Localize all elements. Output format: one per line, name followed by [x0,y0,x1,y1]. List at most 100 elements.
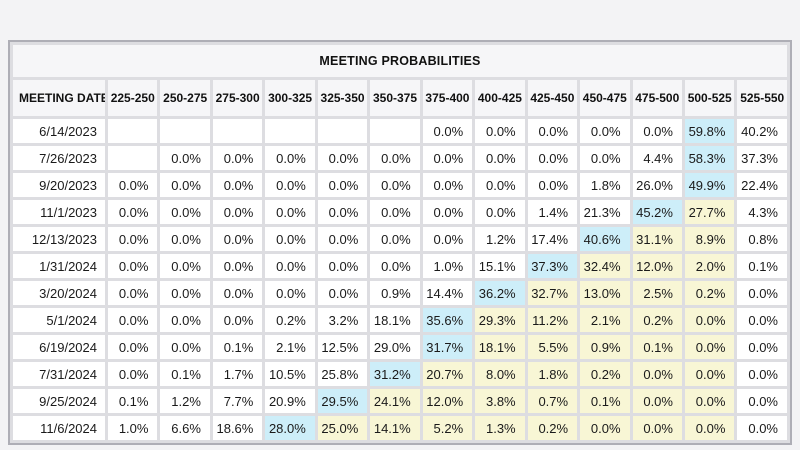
table-body: 6/14/2023 0.0% 0.0% 0.0% 0.0% 0.0% 59.8% 40.2% 7… [13,119,787,440]
probability-cell: 0.0% [370,254,420,278]
column-header: 300-325 [265,80,315,116]
probability-cell [108,119,158,143]
probability-cell: 0.0% [370,146,420,170]
probability-cell: 0.0% [212,200,263,224]
header-row: MEETING DATE 225-250 250-275 275-300 300-325… [13,80,787,116]
probability-cell: 18.1% [370,308,420,332]
probability-cell: 0.0% [160,335,210,359]
probability-cell: 0.2% [684,281,735,305]
probability-cell [317,119,368,143]
probability-cell: 0.0% [160,308,210,332]
table-row: 12/13/2023 0.0% 0.0% 0.0% 0.0% 0.0% 0.0% 0.0% 1.… [13,227,787,251]
probability-cell: 29.3% [475,308,525,332]
probability-cell: 0.0% [370,173,420,197]
probability-cell: 0.2% [580,362,630,386]
probability-cell: 4.3% [737,200,787,224]
table-row: 9/20/2023 0.0% 0.0% 0.0% 0.0% 0.0% 0.0% 0.0% 0.0… [13,173,787,197]
probability-cell: 0.0% [580,146,630,170]
meeting-date-cell: 5/1/2024 [13,308,105,332]
probability-cell: 1.8% [580,173,630,197]
column-header: 225-250 [108,80,158,116]
probability-cell: 0.2% [527,416,578,440]
probability-cell: 1.2% [475,227,525,251]
probability-cell: 18.6% [212,416,263,440]
probability-cell: 40.2% [737,119,787,143]
column-header-meeting-date: MEETING DATE [13,80,105,116]
probability-cell: 1.0% [422,254,473,278]
probability-cell: 0.0% [527,119,578,143]
column-header: 275-300 [212,80,263,116]
probability-cell: 0.0% [212,173,263,197]
probability-cell: 25.0% [317,416,368,440]
probability-cell: 36.2% [475,281,525,305]
probability-cell: 29.0% [370,335,420,359]
probability-cell: 0.0% [160,146,210,170]
probability-cell: 0.0% [317,281,368,305]
probability-cell: 0.0% [684,362,735,386]
table-row: 3/20/2024 0.0% 0.0% 0.0% 0.0% 0.0% 0.9% 14.4% 36… [13,281,787,305]
probability-cell: 2.1% [265,335,315,359]
column-header: 450-475 [580,80,630,116]
probability-cell: 0.0% [370,227,420,251]
probability-cell: 2.1% [580,308,630,332]
probability-cell: 0.9% [580,335,630,359]
probability-cell: 37.3% [737,146,787,170]
meeting-date-cell: 12/13/2023 [13,227,105,251]
probability-cell: 3.8% [475,389,525,413]
probability-cell: 0.2% [632,308,682,332]
probability-cell: 0.0% [160,281,210,305]
probability-cell: 0.0% [265,227,315,251]
probability-cell: 0.1% [212,335,263,359]
probability-cell: 0.7% [527,389,578,413]
probability-cell: 21.3% [580,200,630,224]
meeting-date-cell: 6/14/2023 [13,119,105,143]
table-row: 5/1/2024 0.0% 0.0% 0.0% 0.2% 3.2% 18.1% 35.6% 29… [13,308,787,332]
probability-cell: 0.0% [475,119,525,143]
probability-cell: 4.4% [632,146,682,170]
column-header: 525-550 [737,80,787,116]
table-title: MEETING PROBABILITIES [13,45,787,77]
meeting-date-cell: 11/6/2024 [13,416,105,440]
probability-cell: 7.7% [212,389,263,413]
probability-cell: 0.0% [317,200,368,224]
meeting-date-cell: 6/19/2024 [13,335,105,359]
probability-cell: 27.7% [684,200,735,224]
table-row: 6/14/2023 0.0% 0.0% 0.0% 0.0% 0.0% 59.8% 40.2% [13,119,787,143]
probability-cell: 12.0% [632,254,682,278]
probability-cell: 0.0% [212,254,263,278]
meeting-date-cell: 11/1/2023 [13,200,105,224]
probability-cell: 10.5% [265,362,315,386]
probability-cell: 0.0% [317,146,368,170]
probability-cell: 0.0% [422,200,473,224]
probability-cell [212,119,263,143]
probability-cell: 0.0% [265,146,315,170]
probability-cell: 0.1% [632,335,682,359]
probability-cell [160,119,210,143]
table-row: 1/31/2024 0.0% 0.0% 0.0% 0.0% 0.0% 0.0% 1.0% 15.… [13,254,787,278]
probability-cell: 1.4% [527,200,578,224]
probability-cell: 0.0% [212,227,263,251]
probability-cell: 0.1% [580,389,630,413]
probability-cell [370,119,420,143]
probability-cell: 0.0% [160,227,210,251]
probability-cell: 32.7% [527,281,578,305]
probability-cell: 0.0% [160,200,210,224]
probability-cell: 49.9% [684,173,735,197]
probability-cell: 35.6% [422,308,473,332]
probability-cell: 40.6% [580,227,630,251]
probability-cell: 0.0% [684,335,735,359]
probability-cell: 11.2% [527,308,578,332]
probability-cell: 1.7% [212,362,263,386]
probability-cell: 59.8% [684,119,735,143]
probability-cell: 0.0% [737,281,787,305]
probability-cell: 0.0% [108,281,158,305]
table-row: 7/31/2024 0.0% 0.1% 1.7% 10.5% 25.8% 31.2% 20.7… [13,362,787,386]
probability-cell: 0.1% [160,362,210,386]
probability-cell: 0.0% [737,416,787,440]
title-row: MEETING PROBABILITIES [13,45,787,77]
probability-cell: 0.0% [212,308,263,332]
probability-cell: 0.0% [475,173,525,197]
column-header: 250-275 [160,80,210,116]
probabilities-table: MEETING PROBABILITIES MEETING DATE 225-25… [8,40,792,445]
probability-cell: 0.0% [684,308,735,332]
